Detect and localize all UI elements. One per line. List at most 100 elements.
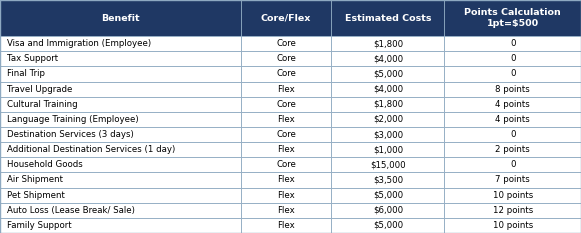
Text: 4 points: 4 points: [496, 100, 530, 109]
Bar: [444, 142, 581, 157]
Text: Additional Destination Services (1 day): Additional Destination Services (1 day): [7, 145, 175, 154]
Text: Air Shipment: Air Shipment: [7, 175, 63, 185]
Text: Household Goods: Household Goods: [7, 160, 83, 169]
Text: 12 points: 12 points: [493, 206, 533, 215]
Bar: [0, 127, 241, 142]
Text: Core: Core: [276, 39, 296, 48]
Text: 0: 0: [510, 69, 515, 79]
Bar: [0, 0, 241, 36]
Bar: [444, 203, 581, 218]
Bar: [241, 172, 331, 188]
Bar: [331, 66, 444, 82]
Bar: [241, 112, 331, 127]
Bar: [0, 36, 241, 51]
Bar: [241, 203, 331, 218]
Bar: [241, 188, 331, 203]
Text: Flex: Flex: [277, 145, 295, 154]
Bar: [241, 66, 331, 82]
Bar: [331, 127, 444, 142]
Bar: [241, 218, 331, 233]
Bar: [444, 51, 581, 66]
Bar: [444, 112, 581, 127]
Text: Flex: Flex: [277, 221, 295, 230]
Bar: [241, 51, 331, 66]
Text: Estimated Costs: Estimated Costs: [345, 14, 431, 23]
Bar: [241, 0, 331, 36]
Text: $1,800: $1,800: [373, 100, 403, 109]
Text: Core/Flex: Core/Flex: [261, 14, 311, 23]
Text: Core: Core: [276, 130, 296, 139]
Bar: [0, 82, 241, 97]
Text: Flex: Flex: [277, 206, 295, 215]
Bar: [444, 82, 581, 97]
Bar: [0, 51, 241, 66]
Bar: [241, 127, 331, 142]
Text: 10 points: 10 points: [493, 191, 533, 200]
Text: $6,000: $6,000: [373, 206, 403, 215]
Text: $5,000: $5,000: [373, 69, 403, 79]
Text: $5,000: $5,000: [373, 191, 403, 200]
Text: $15,000: $15,000: [370, 160, 406, 169]
Bar: [444, 218, 581, 233]
Bar: [331, 172, 444, 188]
Bar: [331, 51, 444, 66]
Text: Benefit: Benefit: [101, 14, 140, 23]
Bar: [0, 97, 241, 112]
Bar: [0, 66, 241, 82]
Bar: [444, 157, 581, 172]
Text: Flex: Flex: [277, 175, 295, 185]
Text: Flex: Flex: [277, 191, 295, 200]
Bar: [0, 172, 241, 188]
Text: Auto Loss (Lease Break/ Sale): Auto Loss (Lease Break/ Sale): [7, 206, 135, 215]
Bar: [0, 142, 241, 157]
Text: Flex: Flex: [277, 115, 295, 124]
Bar: [0, 218, 241, 233]
Text: $1,800: $1,800: [373, 39, 403, 48]
Text: $3,500: $3,500: [373, 175, 403, 185]
Text: Visa and Immigration (Employee): Visa and Immigration (Employee): [7, 39, 151, 48]
Text: Travel Upgrade: Travel Upgrade: [7, 85, 73, 94]
Text: $1,000: $1,000: [373, 145, 403, 154]
Bar: [331, 188, 444, 203]
Bar: [0, 112, 241, 127]
Text: 0: 0: [510, 160, 515, 169]
Bar: [0, 203, 241, 218]
Text: 7 points: 7 points: [496, 175, 530, 185]
Bar: [444, 127, 581, 142]
Bar: [0, 188, 241, 203]
Bar: [331, 218, 444, 233]
Bar: [241, 36, 331, 51]
Bar: [331, 203, 444, 218]
Text: 0: 0: [510, 54, 515, 63]
Text: Core: Core: [276, 54, 296, 63]
Bar: [331, 97, 444, 112]
Bar: [331, 157, 444, 172]
Text: Pet Shipment: Pet Shipment: [7, 191, 65, 200]
Bar: [444, 97, 581, 112]
Text: $3,000: $3,000: [373, 130, 403, 139]
Bar: [331, 142, 444, 157]
Text: Cultural Training: Cultural Training: [7, 100, 78, 109]
Text: Points Calculation
1pt=$500: Points Calculation 1pt=$500: [464, 8, 561, 28]
Text: 4 points: 4 points: [496, 115, 530, 124]
Bar: [444, 188, 581, 203]
Bar: [331, 36, 444, 51]
Bar: [331, 82, 444, 97]
Text: 8 points: 8 points: [496, 85, 530, 94]
Bar: [444, 172, 581, 188]
Text: Tax Support: Tax Support: [7, 54, 58, 63]
Text: $2,000: $2,000: [373, 115, 403, 124]
Text: Flex: Flex: [277, 85, 295, 94]
Text: 0: 0: [510, 130, 515, 139]
Text: $5,000: $5,000: [373, 221, 403, 230]
Text: Core: Core: [276, 100, 296, 109]
Bar: [241, 157, 331, 172]
Bar: [444, 36, 581, 51]
Text: 2 points: 2 points: [496, 145, 530, 154]
Text: Language Training (Employee): Language Training (Employee): [7, 115, 139, 124]
Text: 10 points: 10 points: [493, 221, 533, 230]
Bar: [444, 0, 581, 36]
Text: 0: 0: [510, 39, 515, 48]
Bar: [331, 112, 444, 127]
Bar: [241, 97, 331, 112]
